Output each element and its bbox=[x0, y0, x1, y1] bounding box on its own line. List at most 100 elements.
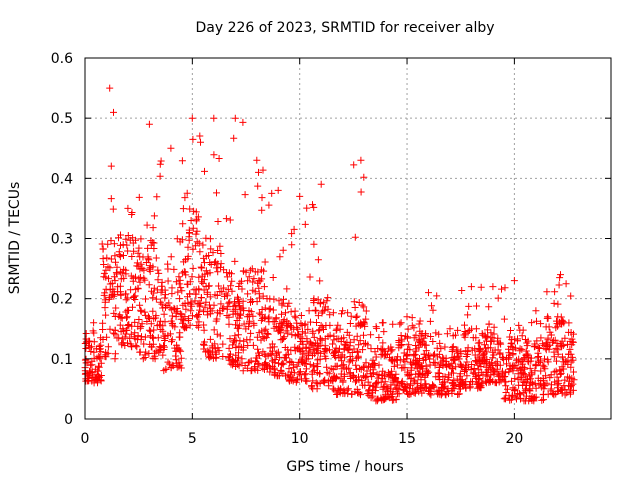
data-point bbox=[467, 283, 475, 291]
data-point bbox=[557, 271, 564, 279]
data-point bbox=[296, 371, 304, 379]
data-point bbox=[131, 329, 139, 337]
data-point bbox=[210, 326, 218, 334]
data-point bbox=[202, 234, 210, 242]
data-point bbox=[373, 324, 381, 332]
data-point bbox=[137, 260, 145, 268]
data-point bbox=[360, 319, 368, 327]
data-point bbox=[279, 246, 287, 254]
data-point bbox=[212, 264, 220, 272]
data-point bbox=[136, 301, 144, 309]
data-point bbox=[264, 315, 272, 323]
data-point bbox=[322, 355, 330, 363]
data-point bbox=[193, 227, 201, 235]
data-point bbox=[308, 368, 316, 376]
data-point bbox=[537, 377, 545, 384]
data-point bbox=[403, 351, 411, 359]
data-point bbox=[440, 384, 448, 392]
data-point bbox=[164, 260, 172, 268]
data-point bbox=[117, 291, 125, 299]
data-point bbox=[268, 340, 276, 348]
data-point bbox=[409, 385, 417, 393]
data-point bbox=[145, 265, 153, 273]
data-point bbox=[168, 312, 176, 320]
data-point bbox=[430, 382, 438, 390]
data-point bbox=[249, 278, 257, 286]
data-point bbox=[304, 325, 312, 333]
data-point bbox=[569, 380, 577, 388]
data-point bbox=[107, 195, 115, 203]
data-point bbox=[418, 330, 426, 337]
data-point bbox=[250, 321, 258, 329]
axis-ticks bbox=[84, 57, 611, 420]
data-point bbox=[178, 157, 186, 165]
data-point bbox=[143, 221, 151, 229]
data-point bbox=[173, 305, 181, 312]
data-point bbox=[329, 340, 336, 348]
data-point bbox=[404, 370, 412, 378]
data-point bbox=[315, 327, 323, 335]
data-point bbox=[116, 311, 124, 319]
data-point bbox=[220, 284, 228, 292]
data-point bbox=[119, 335, 127, 343]
data-point bbox=[543, 379, 551, 387]
data-point bbox=[313, 385, 321, 393]
data-point bbox=[253, 156, 261, 164]
data-point bbox=[187, 217, 195, 224]
data-point bbox=[266, 344, 274, 352]
data-point bbox=[533, 317, 540, 325]
data-point bbox=[243, 336, 251, 344]
data-point bbox=[369, 360, 377, 368]
data-point bbox=[483, 337, 490, 345]
data-point bbox=[187, 298, 195, 306]
data-point bbox=[553, 339, 561, 347]
data-point bbox=[428, 302, 435, 310]
data-point bbox=[359, 364, 367, 371]
data-point bbox=[410, 389, 418, 397]
data-point bbox=[326, 311, 334, 319]
data-point bbox=[110, 309, 118, 317]
data-point bbox=[529, 380, 537, 388]
data-point bbox=[270, 366, 278, 374]
data-point bbox=[360, 303, 368, 311]
data-point bbox=[128, 253, 136, 260]
data-point bbox=[149, 294, 157, 302]
data-point bbox=[557, 369, 565, 377]
data-point bbox=[329, 377, 337, 385]
data-point bbox=[397, 319, 405, 327]
data-point bbox=[337, 375, 345, 383]
data-point bbox=[279, 321, 287, 329]
data-point bbox=[99, 319, 107, 327]
data-point bbox=[95, 362, 102, 370]
data-point bbox=[392, 396, 400, 404]
data-point bbox=[541, 355, 548, 363]
data-point bbox=[95, 352, 103, 360]
data-point bbox=[379, 339, 387, 347]
data-point bbox=[525, 358, 533, 366]
data-point bbox=[145, 256, 153, 264]
data-point bbox=[159, 304, 167, 312]
data-point bbox=[445, 373, 453, 381]
data-point bbox=[210, 114, 218, 122]
data-point bbox=[486, 361, 494, 369]
data-point bbox=[314, 296, 322, 304]
data-point bbox=[543, 288, 551, 296]
data-point bbox=[206, 259, 214, 266]
data-point bbox=[369, 369, 377, 377]
data-point bbox=[500, 315, 508, 323]
data-point bbox=[314, 312, 322, 320]
data-point bbox=[446, 325, 454, 333]
data-point bbox=[382, 351, 389, 359]
data-point bbox=[145, 313, 152, 321]
data-point bbox=[295, 330, 302, 338]
data-point bbox=[320, 298, 328, 306]
data-point bbox=[525, 386, 533, 394]
data-point bbox=[172, 347, 180, 355]
data-point bbox=[486, 376, 493, 384]
data-point bbox=[149, 334, 157, 342]
data-point bbox=[201, 167, 208, 175]
data-point bbox=[470, 365, 478, 372]
data-point bbox=[369, 382, 377, 390]
data-point bbox=[449, 343, 457, 351]
data-point bbox=[137, 335, 145, 343]
